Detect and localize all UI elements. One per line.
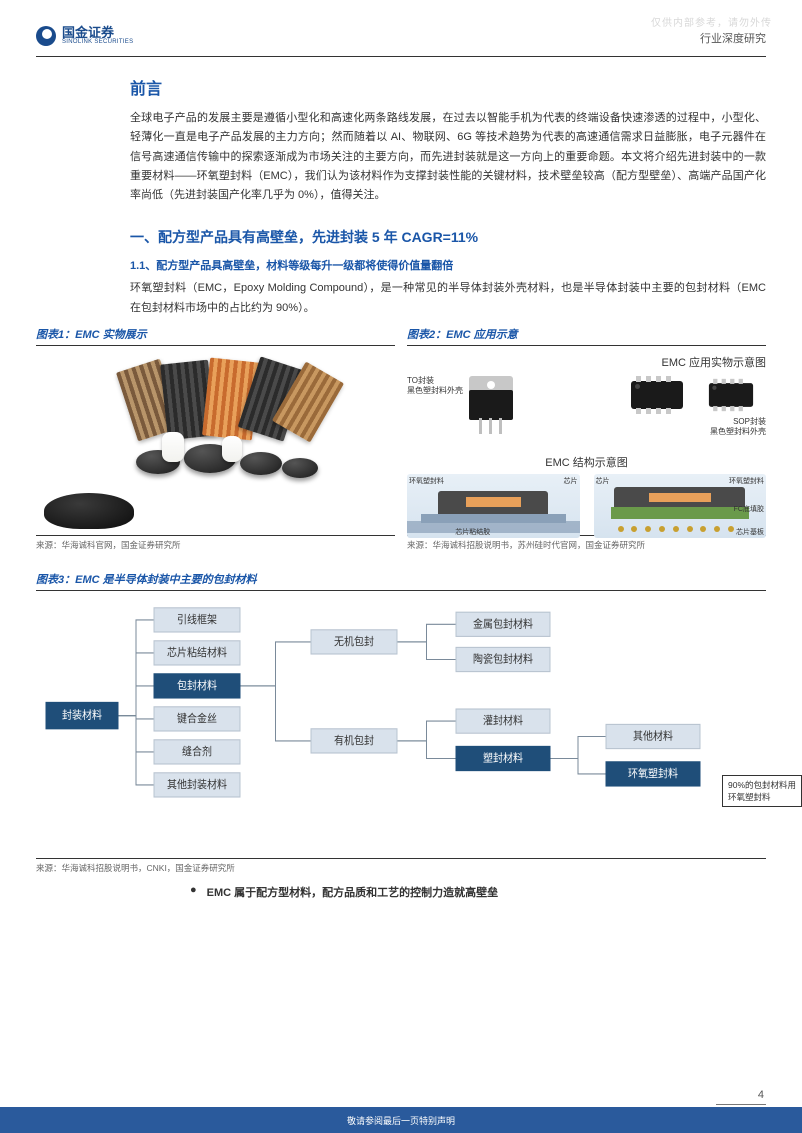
svg-text:其他封装材料: 其他封装材料 xyxy=(167,778,227,792)
section1-sub: 1.1、配方型产品具高壁垒，材料等级每升一级都将使得价值量翻倍 xyxy=(130,257,766,273)
fig2-mid-label: EMC 结构示意图 xyxy=(407,454,766,470)
svg-text:金属包封材料: 金属包封材料 xyxy=(473,617,533,631)
svg-text:包封材料: 包封材料 xyxy=(177,679,217,693)
figure-1-source: 来源：华海诚科官网，国金证券研究所 xyxy=(36,535,395,551)
svg-text:键合金丝: 键合金丝 xyxy=(177,712,217,726)
figure-3-title: 图表3：EMC 是半导体封装中主要的包封材料 xyxy=(36,571,766,591)
preface-heading: 前言 xyxy=(130,75,766,99)
preface-body: 全球电子产品的发展主要是遵循小型化和高速化两条路线发展，在过去以智能手机为代表的… xyxy=(130,109,766,205)
logo-mark-icon xyxy=(36,26,56,46)
figure-3-note: 90%的包封材料用环氧塑封料 xyxy=(722,775,802,807)
to-anno: TO封装 黑色塑封料外壳 xyxy=(407,376,463,397)
figure-2-body: EMC 应用实物示意图 TO封装 黑色塑封料外壳 xyxy=(407,354,766,529)
to220-icon xyxy=(469,376,513,434)
svg-text:陶瓷包封材料: 陶瓷包封材料 xyxy=(473,652,533,666)
svg-text:无机包封: 无机包封 xyxy=(334,635,374,649)
logo-text-en: SINOLINK SECURITIES xyxy=(62,39,133,46)
xsec-left: 环氧塑封料芯片芯片粘结胶 xyxy=(407,474,580,538)
sop-icon-2 xyxy=(701,379,761,411)
figure-1-title: 图表1：EMC 实物展示 xyxy=(36,326,395,346)
section1-body: 环氧塑封料（EMC，Epoxy Molding Compound），是一种常见的… xyxy=(130,279,766,318)
svg-text:灌封材料: 灌封材料 xyxy=(483,714,523,728)
bullet-row: ● EMC 属于配方型材料，配方品质和工艺的控制力造就高壁垒 xyxy=(0,874,802,900)
doc-category: 行业深度研究 xyxy=(700,30,766,46)
footer-text: 敬请参阅最后一页特别声明 xyxy=(347,1114,455,1127)
watermark: 仅供内部参考，请勿外传 xyxy=(651,14,772,29)
svg-text:芯片粘结材料: 芯片粘结材料 xyxy=(167,646,227,660)
sop-icon xyxy=(622,376,692,414)
svg-text:有机包封: 有机包封 xyxy=(334,734,374,748)
sop-anno-1: SOP封装 xyxy=(710,417,766,427)
sop-anno-2: 黑色塑封料外壳 xyxy=(710,427,766,437)
svg-text:引线框架: 引线框架 xyxy=(177,613,217,627)
xsec-right: 芯片环氧塑封料FC底填胶芯片基板 xyxy=(594,474,767,538)
main-content: 前言 全球电子产品的发展主要是遵循小型化和高速化两条路线发展，在过去以智能手机为… xyxy=(0,57,802,318)
fig2-top-label: EMC 应用实物示意图 xyxy=(407,354,766,370)
figure-3-tree: 封装材料 引线框架芯片粘结材料包封材料键合金丝缝合剂其他封装材料 无机包封有机包封 金… xyxy=(36,599,766,819)
bullet-text: EMC 属于配方型材料，配方品质和工艺的控制力造就高壁垒 xyxy=(207,884,499,900)
page-number: 4 xyxy=(758,1089,764,1101)
svg-text:塑封材料: 塑封材料 xyxy=(483,751,523,765)
bullet-icon: ● xyxy=(190,884,197,900)
logo-text-cn: 国金证券 xyxy=(62,26,133,39)
svg-text:封装材料: 封装材料 xyxy=(62,708,102,722)
figure-row-1-2: 图表1：EMC 实物展示 来源：华海诚科官网，国金证券研究所 图表2：EMC 应… xyxy=(0,326,802,551)
figure-3-source: 来源：华海诚科招股说明书，CNKI，国金证券研究所 xyxy=(36,858,766,874)
page-footer: 敬请参阅最后一页特别声明 xyxy=(0,1107,802,1133)
svg-text:缝合剂: 缝合剂 xyxy=(182,745,212,759)
figure-1: 图表1：EMC 实物展示 来源：华海诚科官网，国金证券研究所 xyxy=(36,326,395,551)
figure-2: 图表2：EMC 应用示意 EMC 应用实物示意图 TO封装 黑色塑封料外壳 xyxy=(407,326,766,551)
page-num-rule xyxy=(716,1104,766,1105)
svg-text:环氧塑封料: 环氧塑封料 xyxy=(628,767,678,781)
svg-text:其他材料: 其他材料 xyxy=(633,729,673,743)
to-anno-2: 黑色塑封料外壳 xyxy=(407,386,463,396)
figure-3: 图表3：EMC 是半导体封装中主要的包封材料 封装材料 引线框架芯片粘结材料包封材… xyxy=(0,571,802,874)
figure-2-title: 图表2：EMC 应用示意 xyxy=(407,326,766,346)
figure-1-body xyxy=(36,354,395,529)
sop-anno: SOP封装 黑色塑封料外壳 xyxy=(710,417,766,438)
section1-heading: 一、配方型产品具有高壁垒，先进封装 5 年 CAGR=11% xyxy=(130,227,766,247)
to-anno-1: TO封装 xyxy=(407,376,463,386)
fig2-cross-sections: 环氧塑封料芯片芯片粘结胶 芯片环氧塑封料FC底填胶芯片基板 xyxy=(407,474,766,538)
company-logo: 国金证券 SINOLINK SECURITIES xyxy=(36,26,133,46)
